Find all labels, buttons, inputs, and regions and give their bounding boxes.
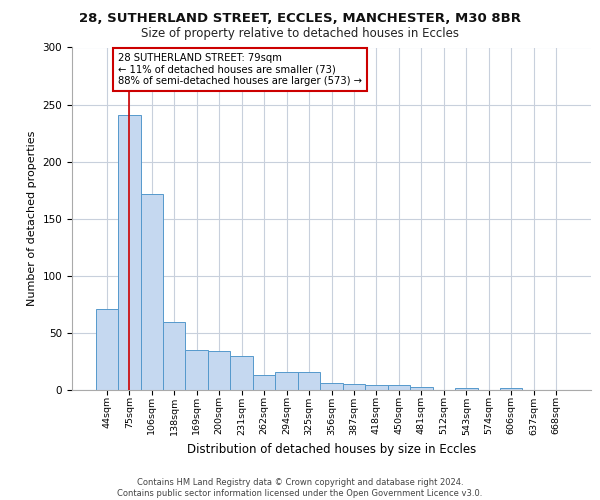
Bar [298,372,320,390]
Bar [185,350,208,390]
Bar [320,383,343,390]
Bar [140,194,163,390]
Bar [455,388,478,390]
Bar [208,351,230,390]
Bar [95,309,118,390]
Bar [253,375,275,390]
Text: Size of property relative to detached houses in Eccles: Size of property relative to detached ho… [141,28,459,40]
Text: 28, SUTHERLAND STREET, ECCLES, MANCHESTER, M30 8BR: 28, SUTHERLAND STREET, ECCLES, MANCHESTE… [79,12,521,25]
Bar [500,388,523,390]
Bar [275,372,298,390]
Bar [118,115,140,390]
Y-axis label: Number of detached properties: Number of detached properties [27,131,37,306]
Bar [230,356,253,390]
Bar [388,386,410,390]
Bar [410,386,433,390]
X-axis label: Distribution of detached houses by size in Eccles: Distribution of detached houses by size … [187,443,476,456]
Bar [365,386,388,390]
Bar [343,384,365,390]
Text: 28 SUTHERLAND STREET: 79sqm
← 11% of detached houses are smaller (73)
88% of sem: 28 SUTHERLAND STREET: 79sqm ← 11% of det… [118,53,362,86]
Text: Contains HM Land Registry data © Crown copyright and database right 2024.
Contai: Contains HM Land Registry data © Crown c… [118,478,482,498]
Bar [163,322,185,390]
